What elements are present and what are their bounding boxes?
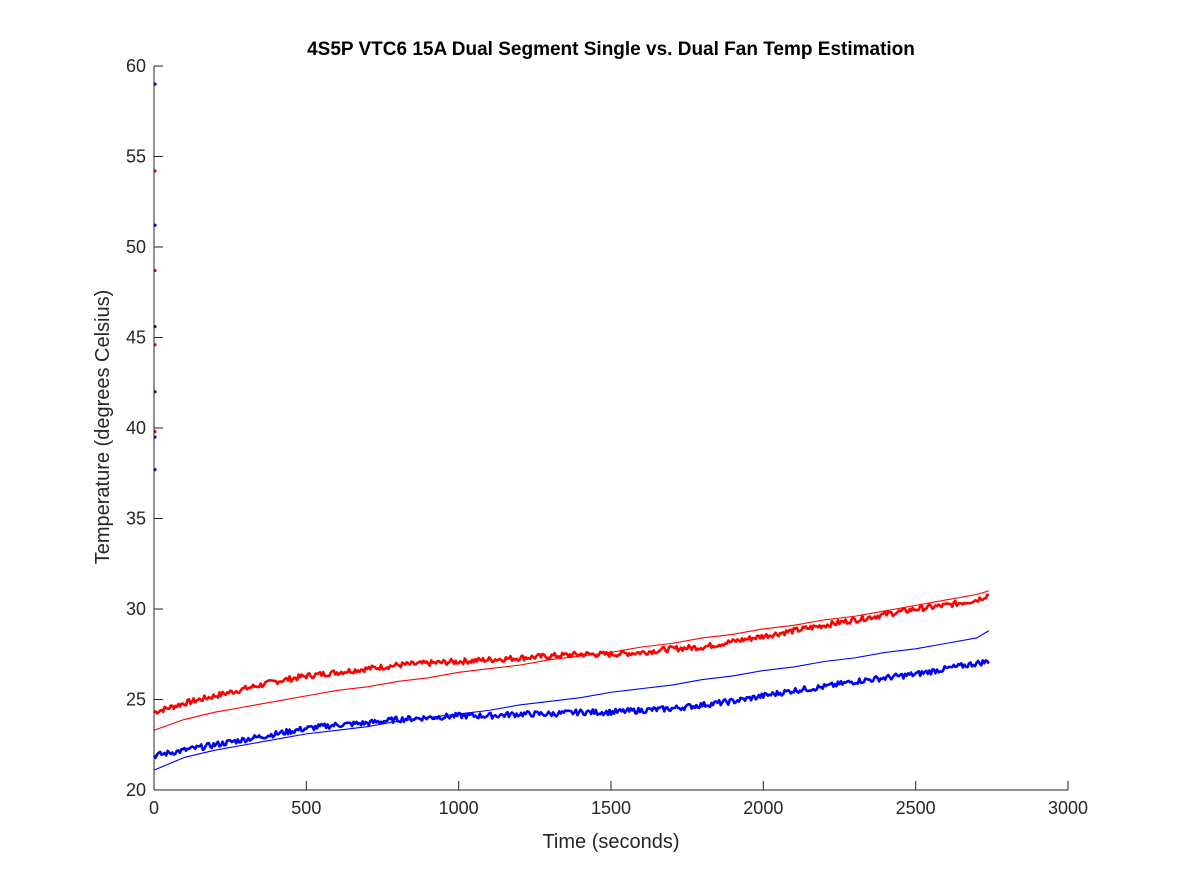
y-tick-label: 60 (126, 56, 146, 76)
y-tick-label: 50 (126, 237, 146, 257)
series-line-estimate (153, 590, 989, 731)
chart-title: 4S5P VTC6 15A Dual Segment Single vs. Du… (307, 39, 915, 60)
x-tick-label: 1500 (591, 798, 631, 818)
x-axis-label: Time (seconds) (542, 831, 679, 853)
axes-layer: 0 500 1000 1500 2000 2500 3000 20 25 30 35 40 45 50 55… (126, 56, 1088, 818)
x-tick-label: 2000 (743, 798, 783, 818)
x-tick-label: 3000 (1048, 798, 1088, 818)
y-tick-label: 25 (126, 690, 146, 710)
x-tick-label: 500 (291, 798, 321, 818)
x-tick-label: 0 (149, 798, 159, 818)
series-line-estimate (153, 630, 990, 771)
y-tick-label: 30 (126, 599, 146, 619)
series-line-measured (153, 593, 990, 715)
series-line-measured (152, 659, 990, 760)
y-tick-label: 45 (126, 328, 146, 348)
series-layer (152, 82, 990, 771)
y-axis-label: Temperature (degrees Celsius) (92, 290, 114, 565)
y-tick-label: 55 (126, 147, 146, 167)
x-tick-label: 2500 (896, 798, 936, 818)
y-tick-label: 40 (126, 418, 146, 438)
y-tick-label: 35 (126, 509, 146, 529)
x-tick-label: 1000 (439, 798, 479, 818)
y-tick-label: 20 (126, 780, 146, 800)
